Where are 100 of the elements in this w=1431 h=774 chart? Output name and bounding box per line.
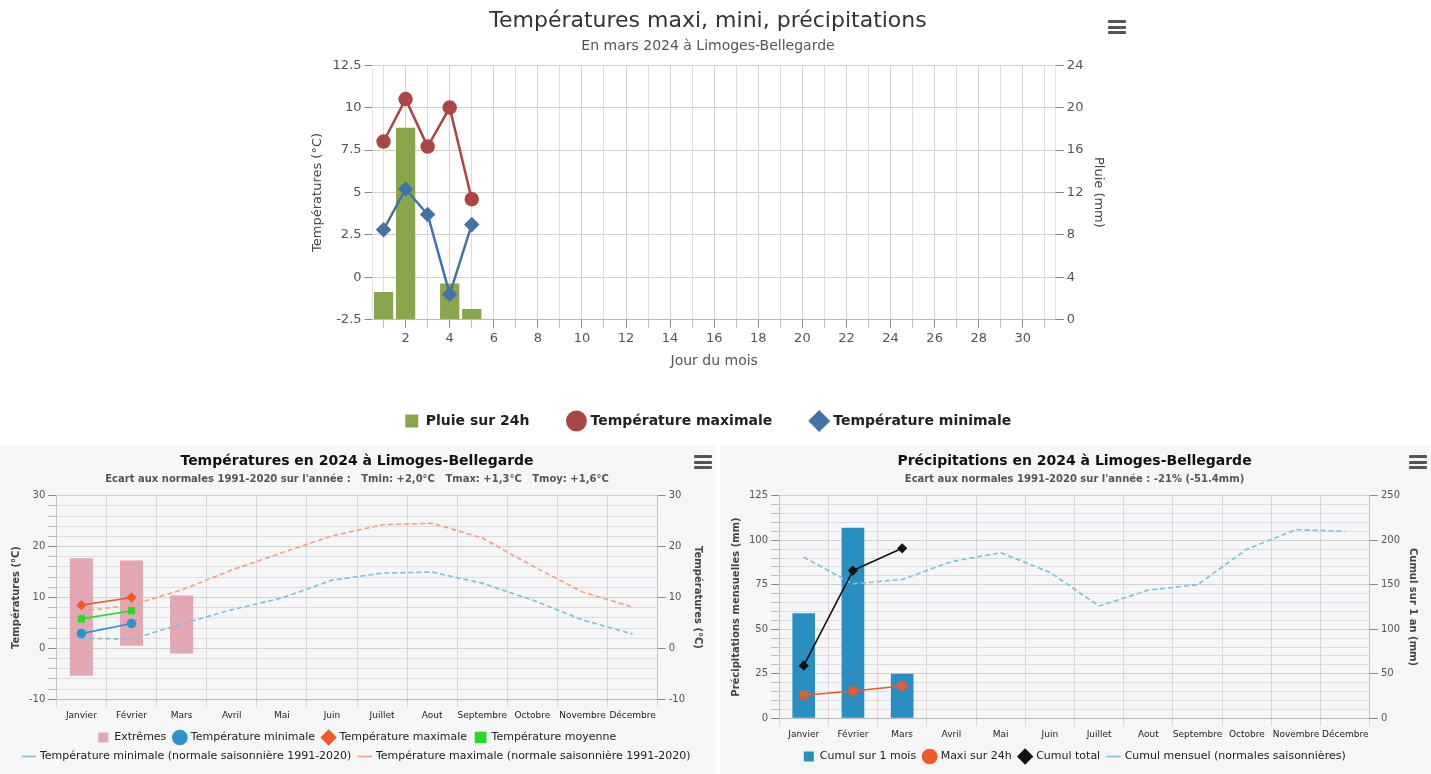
point	[398, 181, 413, 197]
y-tick-label: 75	[755, 578, 769, 590]
point	[420, 207, 435, 222]
x-tick-label: 10	[573, 329, 591, 345]
y2-tick-label: 4	[1066, 268, 1076, 284]
x-tick-label: 4	[445, 329, 454, 345]
y2-tick-label: 16	[1066, 141, 1084, 157]
y-tick-label: 12.5	[332, 56, 362, 72]
x-tick-label: 30	[1014, 329, 1032, 345]
y-tick-label: 5	[353, 183, 362, 199]
x-tick-label: Avril	[221, 709, 242, 720]
legend-label: Température minimale (normale saisonnière 1991-2020)	[38, 749, 352, 763]
y-tick-label: 50	[755, 622, 769, 634]
x-tick-label: Juin	[1040, 728, 1059, 739]
point	[464, 191, 479, 207]
y2-axis-title: Pluie (mm)	[1091, 156, 1107, 228]
x-tick-label: Février	[837, 728, 869, 739]
y2-tick-label: 12	[1066, 183, 1084, 199]
point	[897, 681, 907, 691]
y2-tick-label: 24	[1066, 56, 1084, 72]
line-series	[802, 528, 1347, 607]
point	[376, 134, 391, 149]
point	[77, 615, 86, 623]
y2-tick-label: 30	[668, 489, 682, 501]
x-tick-label: Septembre	[457, 709, 508, 720]
y2-tick-label: 10	[668, 591, 682, 603]
y-tick-label: 30	[32, 489, 46, 501]
y2-tick-label: 250	[1380, 489, 1401, 501]
x-tick-label: Janvier	[64, 709, 98, 720]
bar	[373, 292, 394, 320]
point	[848, 565, 858, 576]
legend-label: Cumul mensuel (normales saisonnières)	[1124, 749, 1346, 763]
point	[76, 600, 87, 610]
y-tick-label: -2.5	[336, 310, 362, 326]
y-tick-label: 0	[353, 268, 362, 284]
x-tick-label: Janvier	[787, 728, 820, 739]
y2-tick-label: 20	[668, 540, 682, 552]
x-tick-label: Juillet	[1085, 728, 1113, 739]
y2-tick-label: 100	[1380, 622, 1401, 634]
point	[798, 660, 809, 671]
x-tick-label: Mars	[891, 728, 914, 739]
x-tick-label: 2	[401, 329, 410, 345]
x-tick-label: Octobre	[1228, 728, 1266, 739]
bar	[170, 595, 194, 654]
y-tick-label: 0	[761, 711, 769, 723]
bar	[395, 127, 416, 320]
point	[798, 690, 809, 701]
chart-title: Températures maxi, mini, précipitations	[488, 6, 927, 32]
y2-tick-label: 0	[1066, 310, 1076, 326]
x-tick-label: Mars	[170, 709, 193, 720]
chart-title: Températures en 2024 à Limoges-Bellegarde	[180, 452, 534, 469]
x-tick-label: Aout	[421, 709, 443, 720]
legend-label: Maxi sur 24h	[940, 749, 1012, 763]
legend-label: Température moyenne	[490, 730, 617, 744]
y2-axis-title: Températures (°C)	[693, 546, 705, 649]
x-tick-label: 28	[970, 329, 987, 345]
y2-axis-title: Cumul sur 1 an (mm)	[1408, 547, 1420, 667]
y2-tick-label: 8	[1066, 226, 1076, 242]
bar	[841, 527, 865, 718]
y-tick-label: 7.5	[340, 141, 362, 157]
x-tick-label: Juillet	[368, 709, 395, 720]
x-tick-label: Décembre	[609, 709, 657, 720]
point	[398, 91, 413, 107]
x-tick-label: 26	[926, 329, 943, 345]
y-tick-label: 0	[38, 641, 46, 653]
legend-label: Extrêmes	[114, 730, 167, 744]
bar	[462, 309, 482, 320]
y-tick-label: 125	[748, 489, 769, 501]
x-tick-label: Avril	[941, 728, 962, 739]
x-tick-label: 14	[661, 329, 679, 345]
y2-tick-label: 0	[1380, 711, 1388, 723]
legend-label: Température maximale	[590, 411, 773, 428]
legend-label: Température maximale	[338, 730, 468, 744]
y-tick-label: -10	[28, 692, 46, 704]
y-axis-title: Températures (°C)	[309, 132, 325, 253]
point	[442, 100, 457, 115]
y-axis-title: Précipitations mensuelles (mm)	[729, 517, 741, 697]
x-tick-label: 20	[794, 329, 811, 345]
x-tick-label: Novembre	[1272, 728, 1320, 739]
x-tick-label: Octobre	[514, 709, 551, 720]
y-tick-label: 20	[32, 540, 46, 552]
y2-tick-label: 150	[1380, 578, 1401, 590]
legend-label: Température maximale (normale saisonnière 1991-2020)	[374, 749, 691, 763]
y-tick-label: 10	[32, 591, 46, 603]
legend-label: Température minimale	[833, 411, 1012, 428]
legend-label: Pluie sur 24h	[425, 411, 530, 428]
x-tick-label: Aout	[1137, 728, 1160, 739]
bar	[890, 673, 914, 718]
chart-subtitle: Ecart aux normales 1991-2020 sur l'année : Tmin: +2,0°C Tmax: +1,3°C Tmoy: +1,6°C	[105, 473, 609, 485]
x-tick-label: Février	[116, 709, 148, 720]
legend-label: Cumul total	[1036, 749, 1101, 763]
x-tick-label: 22	[838, 329, 855, 345]
y-tick-label: 100	[748, 533, 769, 545]
x-tick-label: 18	[750, 329, 767, 345]
y-tick-label: 10	[345, 98, 362, 114]
y-axis-title: Températures (°C)	[9, 546, 21, 649]
bar	[69, 558, 93, 676]
x-tick-label: Juin	[322, 709, 341, 720]
point	[376, 222, 391, 237]
x-tick-label: Septembre	[1172, 728, 1223, 739]
